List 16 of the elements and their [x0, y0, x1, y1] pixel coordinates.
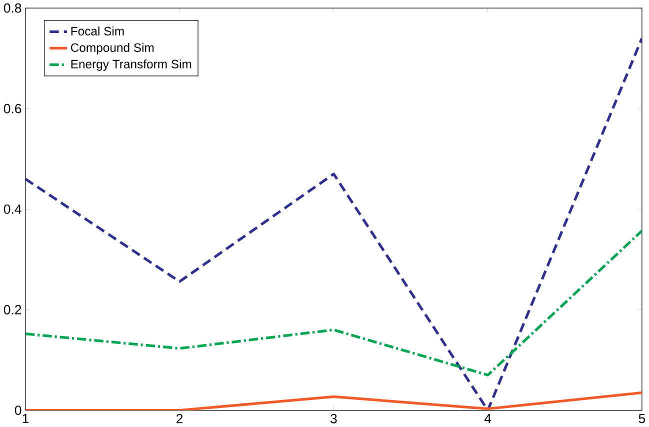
x-tick-label: 2: [176, 414, 183, 424]
y-tick-label: 0.4: [4, 204, 22, 214]
y-tick-label: 0: [14, 406, 22, 416]
legend-label: Compound Sim: [70, 43, 154, 55]
legend-label: Focal Sim: [71, 26, 124, 36]
legend-label: Energy Transform Sim: [71, 60, 192, 71]
y-tick-label: 0.8: [4, 4, 22, 13]
line-series: [25, 230, 642, 377]
x-tick-label: 3: [330, 414, 337, 424]
line-series: [25, 37, 642, 410]
line-series: [25, 391, 642, 410]
y-tick-label: 0.2: [4, 305, 22, 315]
y-tick-label: 0.6: [4, 104, 22, 114]
x-tick-label: 5: [638, 414, 646, 424]
x-tick-label: 4: [484, 414, 492, 424]
x-tick-label: 1: [22, 414, 28, 424]
